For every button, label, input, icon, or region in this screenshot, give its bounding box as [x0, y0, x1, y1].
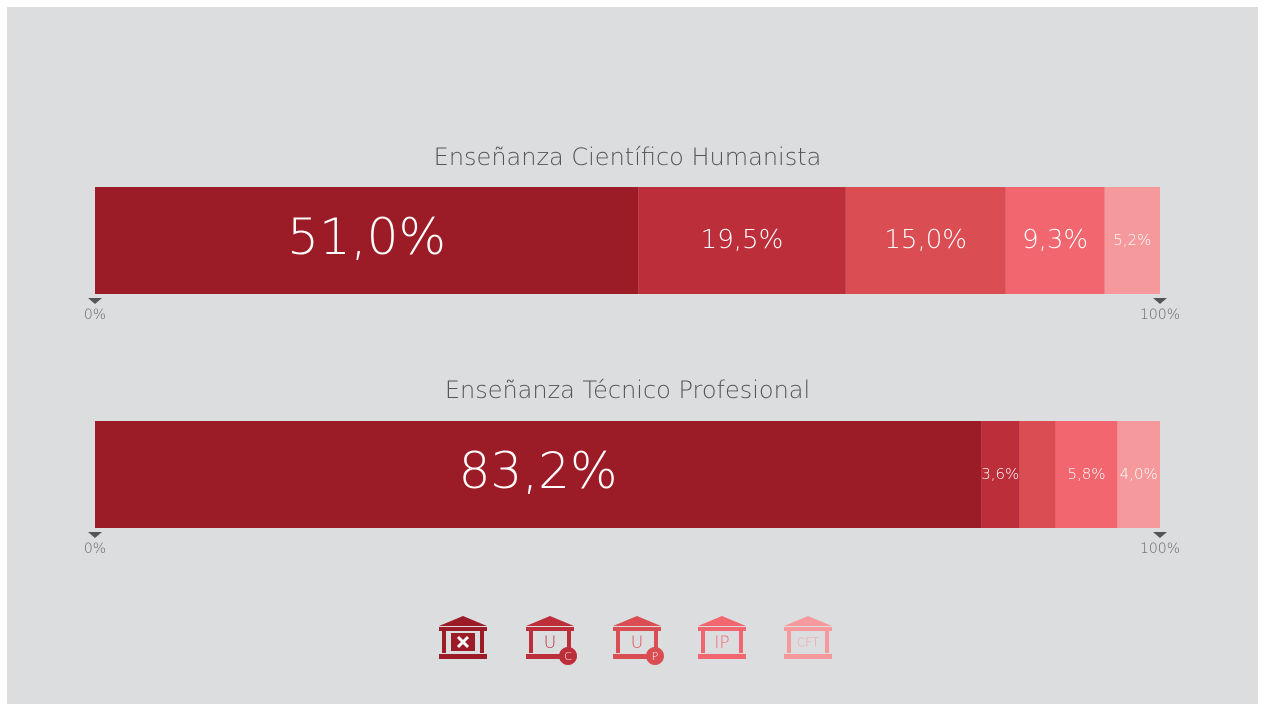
value-label: 3,6% — [981, 465, 1019, 483]
legend-icon — [439, 616, 487, 659]
value-label: 19,5% — [701, 225, 784, 255]
icon-base — [784, 654, 832, 659]
tick-mark — [88, 298, 102, 304]
bar-segment — [845, 187, 1006, 294]
icon-badge — [646, 647, 664, 665]
bar-segment — [638, 187, 846, 294]
icon-roof — [439, 616, 487, 626]
icon-badge — [559, 647, 577, 665]
icon-col — [567, 631, 571, 653]
icon-text: U — [544, 633, 556, 653]
bar-segment — [95, 421, 982, 528]
icon-text: IP — [714, 633, 729, 653]
icon-roof — [698, 616, 746, 626]
tick-mark — [1153, 298, 1167, 304]
icon-col — [442, 631, 446, 653]
icon-col — [654, 631, 658, 653]
icon-text: U — [631, 633, 643, 653]
icon-base — [526, 654, 574, 659]
icon-col — [529, 631, 533, 653]
icon-cross — [456, 635, 470, 649]
value-label: 4,0% — [1120, 465, 1158, 483]
bar-title: Enseñanza Técnico Profesional — [445, 376, 810, 404]
icon-roof — [784, 616, 832, 626]
x-tick-label: 100% — [1140, 307, 1180, 323]
bar-segment — [981, 421, 1020, 528]
value-label: 15,0% — [884, 225, 967, 255]
icon-badge-text: C — [564, 650, 572, 663]
bar-segment — [1117, 421, 1160, 528]
icon-beam — [698, 627, 746, 631]
value-label: 5,8% — [1067, 465, 1105, 483]
x-tick-label: 0% — [84, 307, 106, 323]
legend-icon: UC — [526, 616, 577, 665]
panel — [7, 7, 1258, 704]
value-label: 9,3% — [1022, 225, 1088, 255]
icon-text: CFT — [797, 636, 820, 650]
icon-base — [439, 654, 487, 659]
icon-base — [698, 654, 746, 659]
icon-beam — [613, 627, 661, 631]
icon-col — [739, 631, 743, 653]
tick-mark — [88, 532, 102, 538]
icon-col — [616, 631, 620, 653]
value-label: 51,0% — [287, 208, 446, 266]
icon-col — [787, 631, 791, 653]
legend-icon: CFT — [784, 616, 832, 659]
bar-segment — [1104, 187, 1160, 294]
x-tick-label: 0% — [84, 541, 106, 557]
tick-mark — [1153, 532, 1167, 538]
value-label: 5,2% — [1113, 231, 1151, 249]
bar-segment — [1055, 421, 1118, 528]
value-label: 83,2% — [459, 442, 618, 500]
legend-icon: IP — [698, 616, 746, 659]
bar-segment — [1019, 421, 1056, 528]
icon-col — [825, 631, 829, 653]
bar-segment — [95, 187, 639, 294]
icon-col — [701, 631, 705, 653]
x-tick-label: 100% — [1140, 541, 1180, 557]
bar-title: Enseñanza Científico Humanista — [434, 143, 822, 171]
icon-beam — [784, 627, 832, 631]
icon-badge-text: P — [652, 650, 659, 663]
icon-col — [480, 631, 484, 653]
legend-icon: UP — [613, 616, 664, 665]
icon-beam — [526, 627, 574, 631]
icon-beam — [439, 627, 487, 631]
icon-base — [613, 654, 661, 659]
icon-roof — [526, 616, 574, 626]
icon-roof — [613, 616, 661, 626]
bar-segment — [1005, 187, 1105, 294]
